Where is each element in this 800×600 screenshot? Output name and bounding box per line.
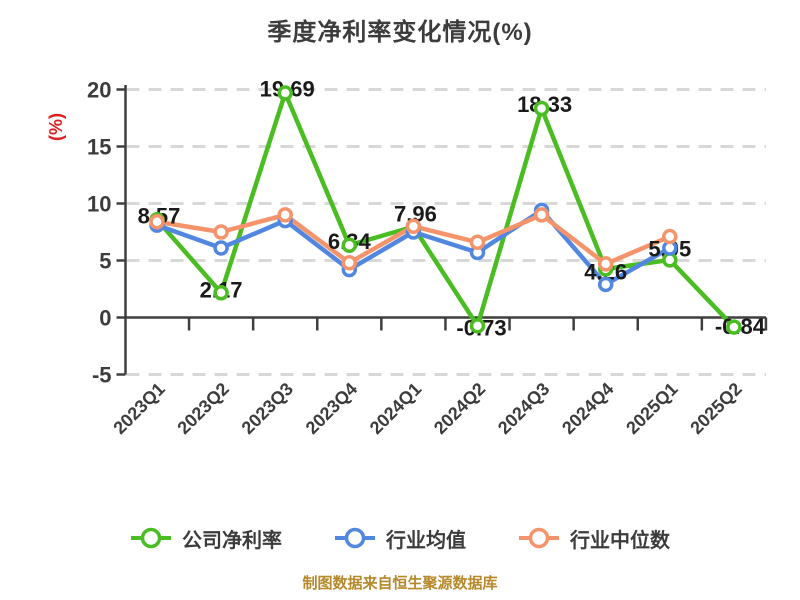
chart-legend: 公司净利率 行业均值 行业中位数 <box>0 518 800 558</box>
y-tick-label: 0 <box>99 306 111 331</box>
legend-marker-circle <box>528 527 550 549</box>
legend-item-industry-average[interactable]: 行业均值 <box>334 524 466 553</box>
data-point-marker[interactable] <box>469 234 486 251</box>
legend-line-marker-icon <box>519 527 559 549</box>
x-tick-label: 2024Q4 <box>558 379 617 438</box>
y-tick-label: 15 <box>87 135 111 160</box>
series-line-company-net-margin <box>154 90 737 330</box>
chart-title: 季度净利率变化情况(%) <box>267 19 533 46</box>
data-point-marker[interactable] <box>533 207 550 223</box>
data-point-marker[interactable] <box>405 218 422 235</box>
y-tick-label: 5 <box>99 249 111 274</box>
data-point-marker[interactable] <box>213 240 229 256</box>
data-labels: 8.572.1719.696.347.96-0.7318.334.265.05-… <box>138 77 766 341</box>
x-tick-label: 2023Q1 <box>109 379 168 438</box>
data-point-marker[interactable] <box>662 252 678 268</box>
x-tick-label: 2025Q2 <box>686 379 745 438</box>
data-point-marker[interactable] <box>726 319 742 335</box>
data-point-marker[interactable] <box>213 285 229 301</box>
legend-marker-circle <box>140 527 162 549</box>
data-point-marker[interactable] <box>277 85 293 101</box>
data-point-marker[interactable] <box>341 237 358 253</box>
data-point-marker[interactable] <box>213 224 229 240</box>
x-tick-label: 2023Q3 <box>238 379 297 438</box>
y-tick-label: -5 <box>92 363 112 388</box>
x-tick-label: 2024Q1 <box>366 379 425 438</box>
data-source-note: 制图数据来自恒生聚源数据库 <box>302 575 498 592</box>
legend-label: 行业均值 <box>386 529 466 552</box>
x-tick-label: 2024Q3 <box>494 379 553 438</box>
data-point-marker[interactable] <box>469 318 486 334</box>
data-point-marker[interactable] <box>662 228 678 245</box>
legend-item-company-net-margin[interactable]: 公司净利率 <box>130 524 282 553</box>
data-point-marker[interactable] <box>341 255 358 271</box>
y-tick-label: 10 <box>87 192 111 217</box>
legend-label: 行业中位数 <box>570 529 670 552</box>
x-tick-label: 2023Q4 <box>302 379 361 438</box>
legend-label: 公司净利率 <box>182 529 282 552</box>
series-markers-industry-median <box>149 207 678 272</box>
data-point-marker[interactable] <box>597 256 614 272</box>
legend-item-industry-median[interactable]: 行业中位数 <box>518 524 670 553</box>
legend-line-marker-icon <box>335 527 375 549</box>
legend-line-marker-icon <box>131 527 171 549</box>
x-tick-label: 2024Q2 <box>430 379 489 438</box>
data-point-marker[interactable] <box>597 276 614 293</box>
y-tick-label: 20 <box>87 78 111 103</box>
data-point-marker[interactable] <box>277 207 293 223</box>
x-tick-label: 2025Q1 <box>622 379 681 438</box>
y-axis-unit-label: (%) <box>46 113 66 141</box>
data-point-marker[interactable] <box>533 100 550 117</box>
legend-marker-circle <box>344 527 366 549</box>
x-tick-label: 2023Q2 <box>173 379 232 438</box>
data-point-marker[interactable] <box>149 213 165 230</box>
